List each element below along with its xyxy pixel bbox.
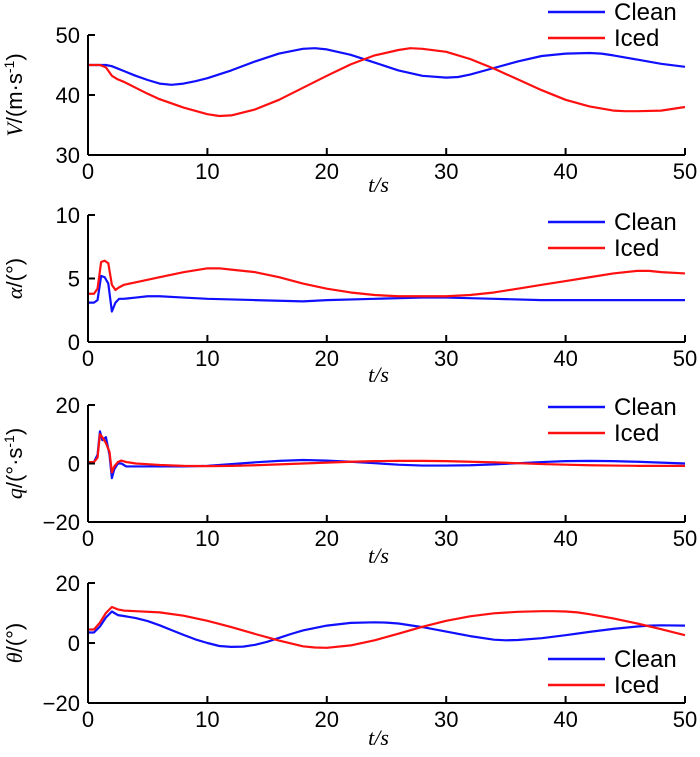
x-tick-label: 0 [82, 346, 94, 371]
y-tick-label: 0 [68, 330, 80, 355]
legend-label-iced: Iced [614, 672, 659, 699]
legend-label-iced: Iced [614, 235, 659, 262]
legend-label-clean: Clean [614, 646, 677, 673]
y-tick-label: 0 [68, 631, 80, 656]
x-axis-label: t/s [368, 725, 389, 750]
x-tick-label: 40 [553, 346, 577, 371]
legend-label-clean: Clean [614, 394, 677, 421]
x-tick-label: 40 [553, 159, 577, 184]
x-axis-label: t/s [368, 362, 389, 387]
x-tick-label: 20 [315, 159, 339, 184]
x-tick-label: 10 [195, 526, 219, 551]
x-axis-label: t/s [368, 172, 389, 197]
x-tick-label: 20 [315, 346, 339, 371]
x-tick-label: 20 [315, 707, 339, 732]
x-tick-label: 0 [82, 159, 94, 184]
x-tick-label: 50 [673, 526, 697, 551]
x-tick-label: 50 [673, 159, 697, 184]
y-tick-label: 40 [56, 83, 80, 108]
y-axis-label-close: ) [2, 53, 27, 60]
x-tick-label: 10 [195, 159, 219, 184]
x-axis-label: t/s [368, 543, 389, 568]
x-tick-label: 0 [82, 526, 94, 551]
legend-label-iced: Iced [614, 25, 659, 52]
series-line-iced-velocity [88, 47, 686, 118]
y-axis-label-exponent: -1 [1, 435, 17, 448]
x-tick-label: 20 [315, 526, 339, 551]
y-tick-label: 20 [56, 393, 80, 418]
x-tick-label: 0 [82, 707, 94, 732]
y-tick-label: 5 [68, 267, 80, 292]
x-tick-label: 50 [673, 346, 697, 371]
y-axis-label-symbol: θ [2, 652, 27, 663]
series-line-iced-pitch_rate [88, 433, 685, 474]
y-axis-label-unit: /(°·s [2, 448, 27, 489]
y-axis-label-close: ) [2, 428, 27, 435]
y-tick-label: 30 [56, 143, 80, 168]
y-axis-label-unit: /(m·s [2, 73, 27, 123]
x-tick-label: 30 [434, 346, 458, 371]
y-axis-label-unit: /(°) [2, 623, 27, 653]
y-axis-label: q/(°·s-1) [1, 428, 27, 499]
x-tick-label: 40 [553, 707, 577, 732]
legend-label-iced: Iced [614, 420, 659, 447]
y-axis-label-symbol: α [2, 287, 27, 299]
y-axis-label: V/(m·s-1) [1, 53, 27, 136]
x-tick-label: 10 [195, 346, 219, 371]
series-line-clean-theta [88, 610, 686, 648]
y-axis-label-exponent: -1 [1, 60, 17, 73]
legend-label-clean: Clean [614, 209, 677, 236]
series-line-clean-velocity [88, 47, 686, 86]
y-axis-label-symbol: V [2, 121, 27, 137]
y-tick-label: −20 [43, 691, 80, 716]
series-line-iced-theta [88, 605, 686, 649]
series-line-iced-alpha [88, 259, 686, 298]
x-tick-label: 30 [434, 526, 458, 551]
x-tick-label: 50 [673, 707, 697, 732]
x-tick-label: 40 [553, 526, 577, 551]
x-tick-label: 30 [434, 707, 458, 732]
y-tick-label: −20 [43, 510, 80, 535]
x-tick-label: 30 [434, 159, 458, 184]
x-tick-label: 10 [195, 707, 219, 732]
series-line-clean-pitch_rate [88, 430, 686, 480]
series-line-clean-alpha [88, 274, 685, 313]
y-tick-label: 50 [56, 23, 80, 48]
y-axis-label: θ/(°) [2, 623, 27, 663]
y-axis-label-symbol: q [2, 488, 27, 499]
y-axis-label: α/(°) [2, 258, 27, 299]
y-tick-label: 20 [56, 571, 80, 596]
legend-label-clean: Clean [614, 0, 677, 26]
y-tick-label: 0 [68, 452, 80, 477]
y-tick-label: 10 [56, 203, 80, 228]
y-axis-label-unit: /(°) [2, 258, 27, 288]
